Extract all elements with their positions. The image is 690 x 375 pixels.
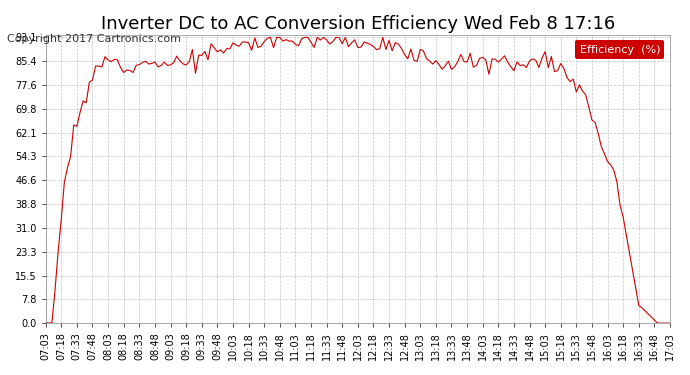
Text: Copyright 2017 Cartronics.com: Copyright 2017 Cartronics.com xyxy=(7,34,181,44)
Title: Inverter DC to AC Conversion Efficiency Wed Feb 8 17:16: Inverter DC to AC Conversion Efficiency … xyxy=(101,15,615,33)
Legend: Efficiency  (%): Efficiency (%) xyxy=(575,40,664,59)
